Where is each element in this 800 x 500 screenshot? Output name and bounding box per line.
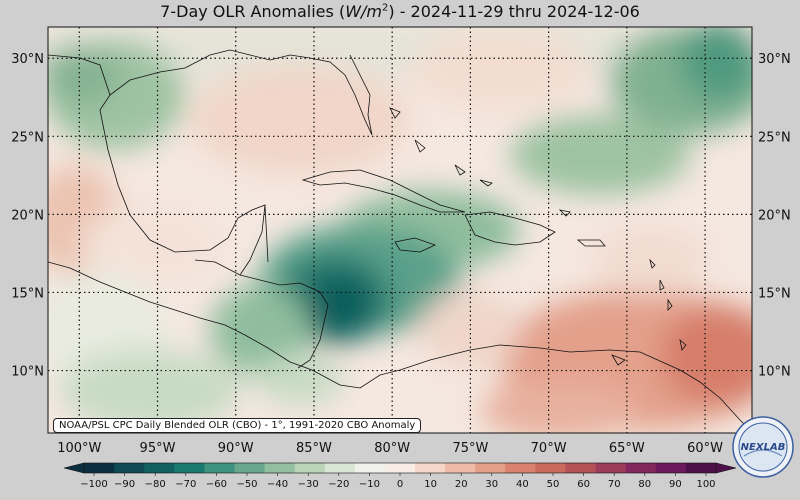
lat-tick-label-right: 25°N bbox=[758, 130, 791, 145]
lat-tick-label-right: 10°N bbox=[758, 365, 791, 380]
colorbar-swatch bbox=[535, 463, 567, 473]
lon-tick-label: 65°W bbox=[609, 441, 645, 456]
colorbar-tick-label: 50 bbox=[547, 479, 560, 490]
colorbar-tick-label: 10 bbox=[424, 479, 437, 490]
colorbar-tick-label: −20 bbox=[328, 479, 349, 490]
lon-tick-label: 85°W bbox=[296, 441, 332, 456]
lon-tick-label: 100°W bbox=[57, 441, 101, 456]
colorbar-swatch bbox=[114, 463, 145, 473]
lon-tick-label: 70°W bbox=[531, 441, 567, 456]
colorbar-tick-label: −60 bbox=[206, 479, 227, 490]
colorbar-swatch bbox=[384, 463, 416, 473]
map-title: 7-Day OLR Anomalies (W/m2) - 2024-11-29 … bbox=[160, 2, 640, 21]
colorbar: −100 −90 −80 −70 −60 −50 −40 −30 −20 −10 0 10 20 30 40… bbox=[63, 462, 737, 490]
colorbar-swatch bbox=[324, 463, 356, 473]
colorbar-tick-label: 40 bbox=[516, 479, 529, 490]
colorbar-tick-label: 20 bbox=[455, 479, 468, 490]
colorbar-tick-label: 80 bbox=[638, 479, 651, 490]
lat-tick-label-left: 25°N bbox=[11, 130, 44, 145]
colorbar-tick-label: −100 bbox=[80, 479, 107, 490]
olr-anomaly-field bbox=[48, 27, 752, 433]
colorbar-swatch bbox=[174, 463, 205, 473]
graticule bbox=[48, 27, 752, 433]
colorbar-swatch bbox=[655, 463, 687, 473]
colorbar-swatch bbox=[475, 463, 506, 473]
colorbar-swatch bbox=[445, 463, 476, 473]
colorbar-tick-label: −50 bbox=[236, 479, 257, 490]
coastlines bbox=[48, 49, 752, 433]
colorbar-swatch bbox=[354, 463, 386, 473]
colorbar-swatch bbox=[264, 463, 296, 473]
tick-labels: 100°W 95°W 90°W 85°W 80°W 75°W 70°W 65°W 60°W 10°… bbox=[11, 52, 791, 456]
colorbar-swatch bbox=[204, 463, 235, 473]
svg-text:NEXLAB: NEXLAB bbox=[741, 442, 786, 453]
colorbar-swatch bbox=[625, 463, 657, 473]
colorbar-swatch bbox=[685, 463, 717, 473]
colorbar-tick-label: 30 bbox=[485, 479, 498, 490]
colorbar-tick-label: −10 bbox=[359, 479, 380, 490]
colorbar-tick-label: −70 bbox=[175, 479, 196, 490]
lat-tick-label-right: 20°N bbox=[758, 208, 791, 223]
colorbar-swatch bbox=[144, 463, 175, 473]
colorbar-swatch bbox=[505, 463, 536, 473]
colorbar-tick-label: 90 bbox=[669, 479, 682, 490]
colorbar-tick-label: −90 bbox=[114, 479, 135, 490]
lon-tick-label: 60°W bbox=[687, 441, 723, 456]
lon-tick-label: 95°W bbox=[140, 441, 176, 456]
lat-tick-label-left: 10°N bbox=[11, 365, 44, 380]
colorbar-swatch bbox=[595, 463, 627, 473]
colorbar-tick-label: 70 bbox=[608, 479, 621, 490]
colorbar-swatch bbox=[234, 463, 266, 473]
colorbar-swatch bbox=[84, 463, 115, 473]
colorbar-swatch bbox=[415, 463, 446, 473]
lon-tick-label: 90°W bbox=[218, 441, 254, 456]
colorbar-tick-label: −80 bbox=[145, 479, 166, 490]
colorbar-tick-label: −40 bbox=[267, 479, 288, 490]
lon-tick-label: 80°W bbox=[374, 441, 410, 456]
colorbar-tick-label: −30 bbox=[298, 479, 319, 490]
lat-tick-label-left: 30°N bbox=[11, 52, 44, 67]
colorbar-swatch bbox=[294, 463, 326, 473]
colorbar-min-extend bbox=[63, 462, 85, 474]
colorbar-tick-label: 60 bbox=[577, 479, 590, 490]
lon-tick-label: 75°W bbox=[452, 441, 488, 456]
colorbar-swatch bbox=[565, 463, 597, 473]
nexlab-logo: NEXLAB bbox=[732, 416, 794, 478]
map-frame bbox=[47, 26, 753, 434]
lat-tick-label-left: 20°N bbox=[11, 208, 44, 223]
lat-tick-label-right: 30°N bbox=[758, 52, 791, 67]
lat-tick-label-left: 15°N bbox=[11, 286, 44, 301]
data-source-credit: NOAA/PSL CPC Daily Blended OLR (CBO) - 1… bbox=[53, 418, 422, 433]
colorbar-tick-label: 100 bbox=[696, 479, 715, 490]
colorbar-tick-label: 0 bbox=[397, 479, 403, 490]
lat-tick-label-right: 15°N bbox=[758, 286, 791, 301]
